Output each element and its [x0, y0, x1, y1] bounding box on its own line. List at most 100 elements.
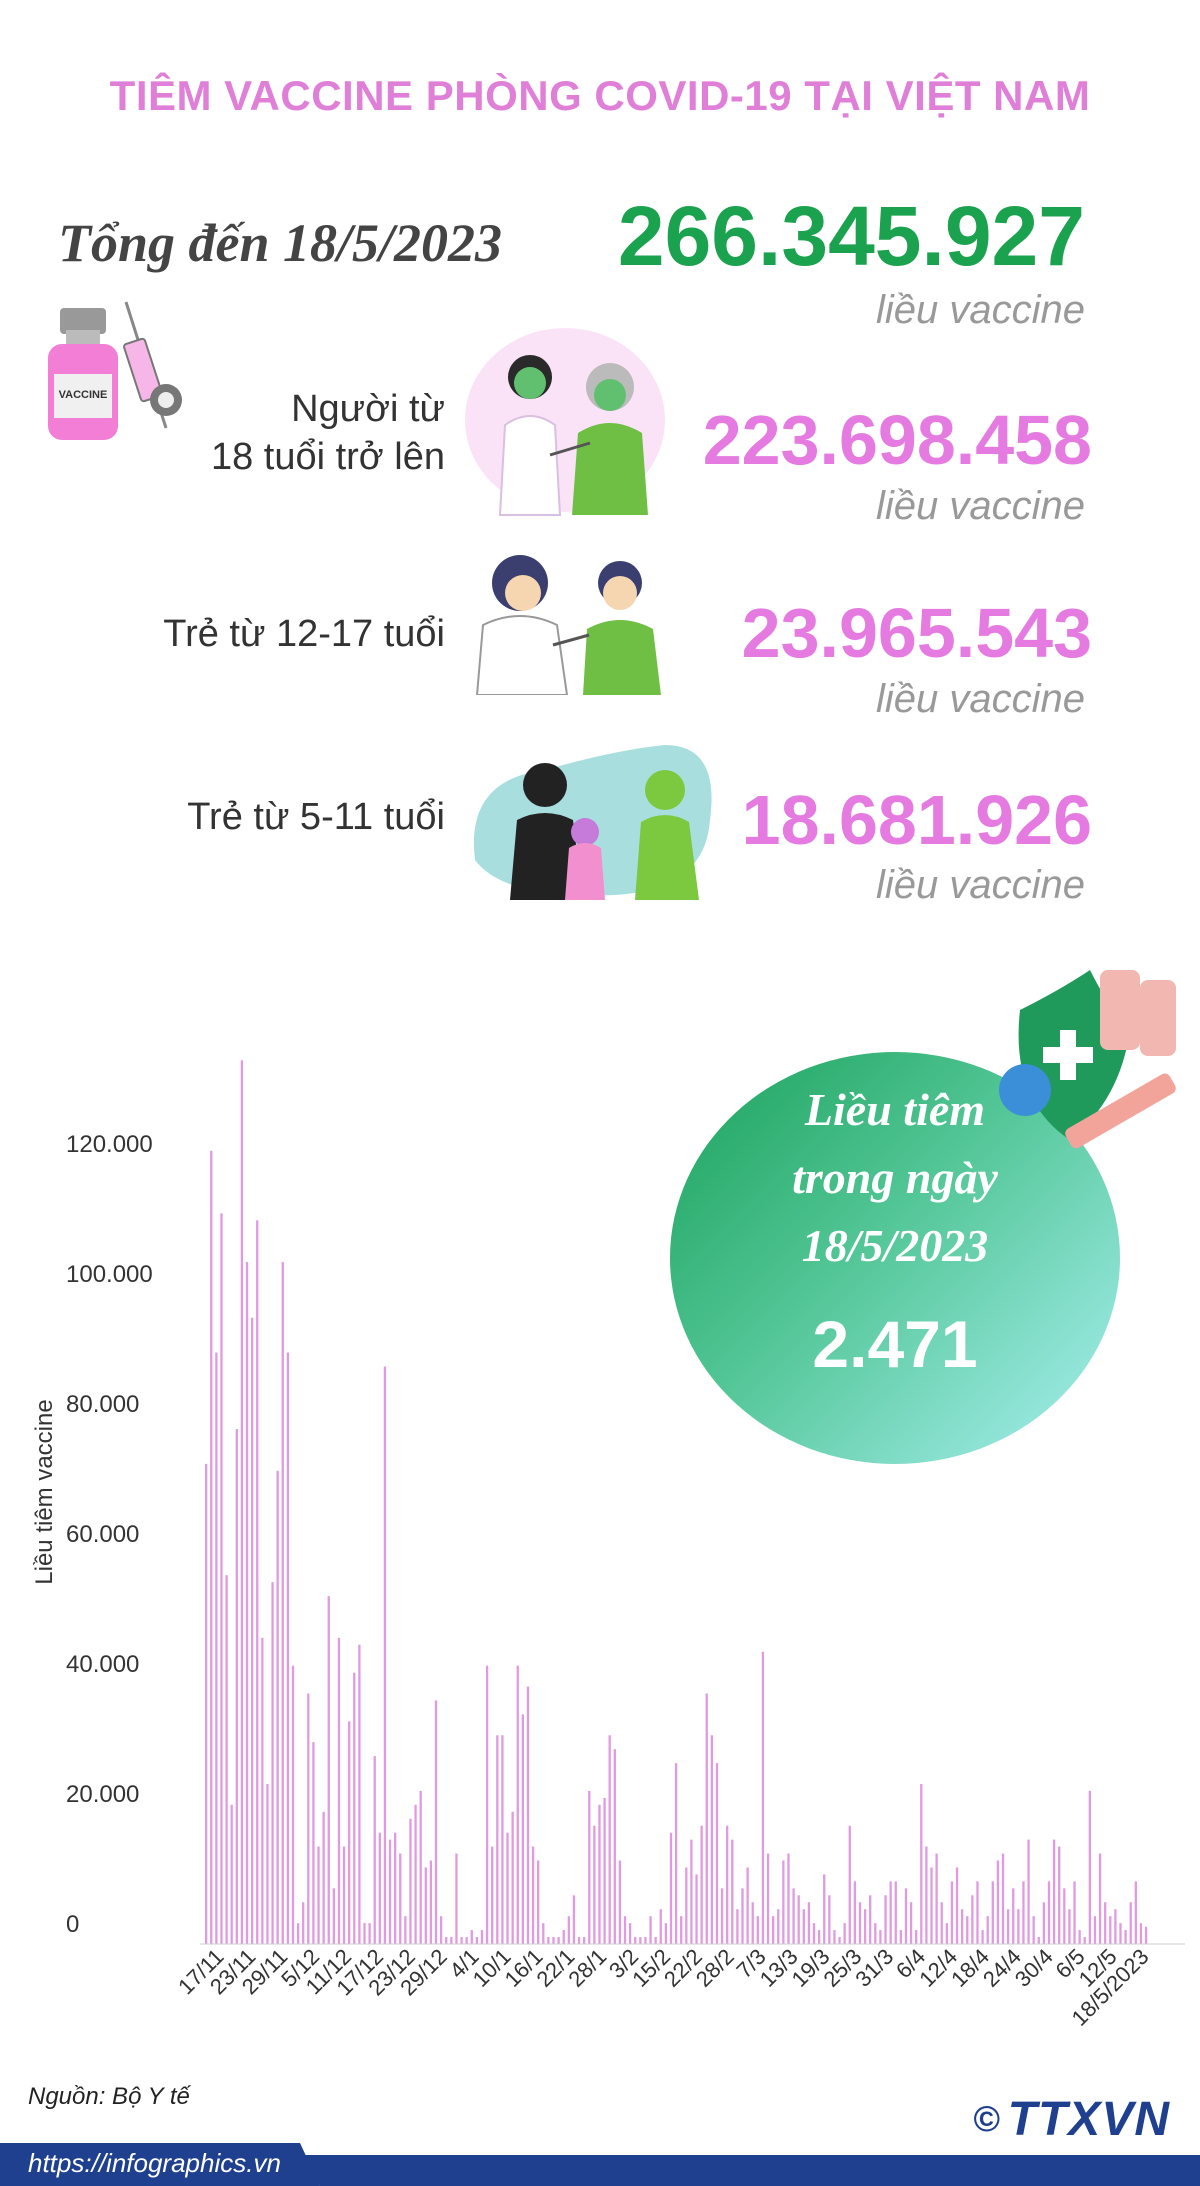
bar: [501, 1735, 504, 1944]
bar: [1068, 1909, 1071, 1944]
bar: [613, 1749, 616, 1944]
bar: [628, 1923, 632, 1945]
total-value: 266.345.927: [617, 189, 1085, 283]
bar: [680, 1916, 683, 1944]
bar: [930, 1867, 933, 1944]
bar: [1032, 1916, 1035, 1944]
footer-bar: [0, 2143, 1200, 2186]
y-tick-label: 80.000: [66, 1391, 139, 1418]
bar: [884, 1895, 887, 1944]
y-tick-label: 0: [66, 1911, 79, 1938]
bar: [230, 1804, 233, 1944]
bar: [327, 1596, 330, 1944]
bar: [1088, 1790, 1091, 1944]
bar: [608, 1735, 611, 1944]
bar: [797, 1895, 800, 1944]
bar: [817, 1930, 821, 1944]
bar: [664, 1923, 668, 1945]
bar: [772, 1916, 775, 1944]
bar: [1104, 1902, 1107, 1944]
bar: [920, 1783, 923, 1944]
bar: [695, 1874, 698, 1944]
group-adult-unit: liều vaccine: [875, 484, 1085, 528]
bar: [322, 1811, 325, 1944]
bar: [726, 1825, 729, 1944]
bar: [583, 1937, 586, 1944]
bar: [572, 1895, 576, 1944]
bar: [950, 1881, 954, 1945]
bar: [639, 1937, 642, 1944]
group-child-value: 18.681.926: [741, 781, 1092, 859]
bar: [337, 1637, 341, 1944]
bar: [700, 1825, 703, 1944]
bar: [869, 1895, 872, 1944]
bar: [404, 1916, 407, 1944]
bar: [567, 1916, 570, 1944]
bar: [940, 1902, 943, 1944]
child-vaccination-icon: [473, 745, 712, 900]
bar: [858, 1902, 862, 1944]
bar: [787, 1853, 790, 1944]
bar: [261, 1637, 264, 1944]
bar: [373, 1756, 376, 1945]
bar: [976, 1881, 979, 1945]
bar: [220, 1213, 223, 1945]
bar: [215, 1352, 218, 1944]
bar: [235, 1429, 238, 1944]
bar: [1093, 1916, 1097, 1944]
bar: [766, 1853, 770, 1944]
bar: [506, 1832, 509, 1944]
bar: [409, 1818, 412, 1944]
bar: [225, 1575, 228, 1944]
bar: [904, 1888, 908, 1944]
bar: [291, 1665, 295, 1944]
bar: [552, 1937, 555, 1944]
bar: [312, 1742, 315, 1944]
bars: [205, 1060, 1148, 1945]
daily-doses-circle: [670, 1052, 1120, 1464]
bar: [1017, 1909, 1020, 1944]
bar: [741, 1888, 744, 1944]
bar: [623, 1916, 627, 1944]
x-tick-label: 28/1: [563, 1944, 611, 1992]
bar: [802, 1909, 805, 1944]
bar: [644, 1937, 647, 1944]
bar: [521, 1714, 524, 1945]
bar: [307, 1693, 310, 1944]
bar: [838, 1937, 841, 1944]
y-tick-label: 20.000: [66, 1781, 139, 1808]
bar: [317, 1846, 320, 1944]
bar: [1129, 1902, 1132, 1944]
group-teen-value: 23.965.543: [741, 594, 1092, 672]
bar: [792, 1888, 795, 1944]
shield-syringe-icon: [999, 970, 1176, 1149]
bar: [342, 1846, 346, 1944]
daily-label-line1: Liều tiêm: [804, 1084, 986, 1135]
bar: [853, 1881, 857, 1945]
bar: [874, 1923, 877, 1945]
bar: [659, 1909, 662, 1944]
bar: [966, 1916, 969, 1944]
bar: [731, 1839, 734, 1945]
bar: [649, 1916, 652, 1944]
bar: [899, 1930, 902, 1944]
source-note: Nguồn: Bộ Y tế: [28, 2083, 190, 2110]
bar: [618, 1860, 622, 1944]
bar: [562, 1930, 565, 1944]
bar: [250, 1317, 254, 1944]
y-axis: 0 20.000 40.000 60.000 80.000 100.000 120.000: [66, 1131, 153, 1938]
bar: [368, 1923, 371, 1945]
bar: [848, 1825, 851, 1944]
bar: [526, 1686, 530, 1944]
y-axis-label: Liều tiêm vaccine: [31, 1399, 58, 1584]
bar: [445, 1937, 448, 1944]
bar: [363, 1923, 366, 1945]
bar: [894, 1881, 897, 1945]
teen-vaccination-icon: [475, 555, 661, 695]
website-link[interactable]: https://infographics.vn: [28, 2148, 281, 2178]
bar: [823, 1874, 826, 1944]
bar: [353, 1672, 356, 1945]
bar: [557, 1937, 560, 1944]
bar: [1022, 1881, 1025, 1945]
bar: [286, 1352, 290, 1944]
